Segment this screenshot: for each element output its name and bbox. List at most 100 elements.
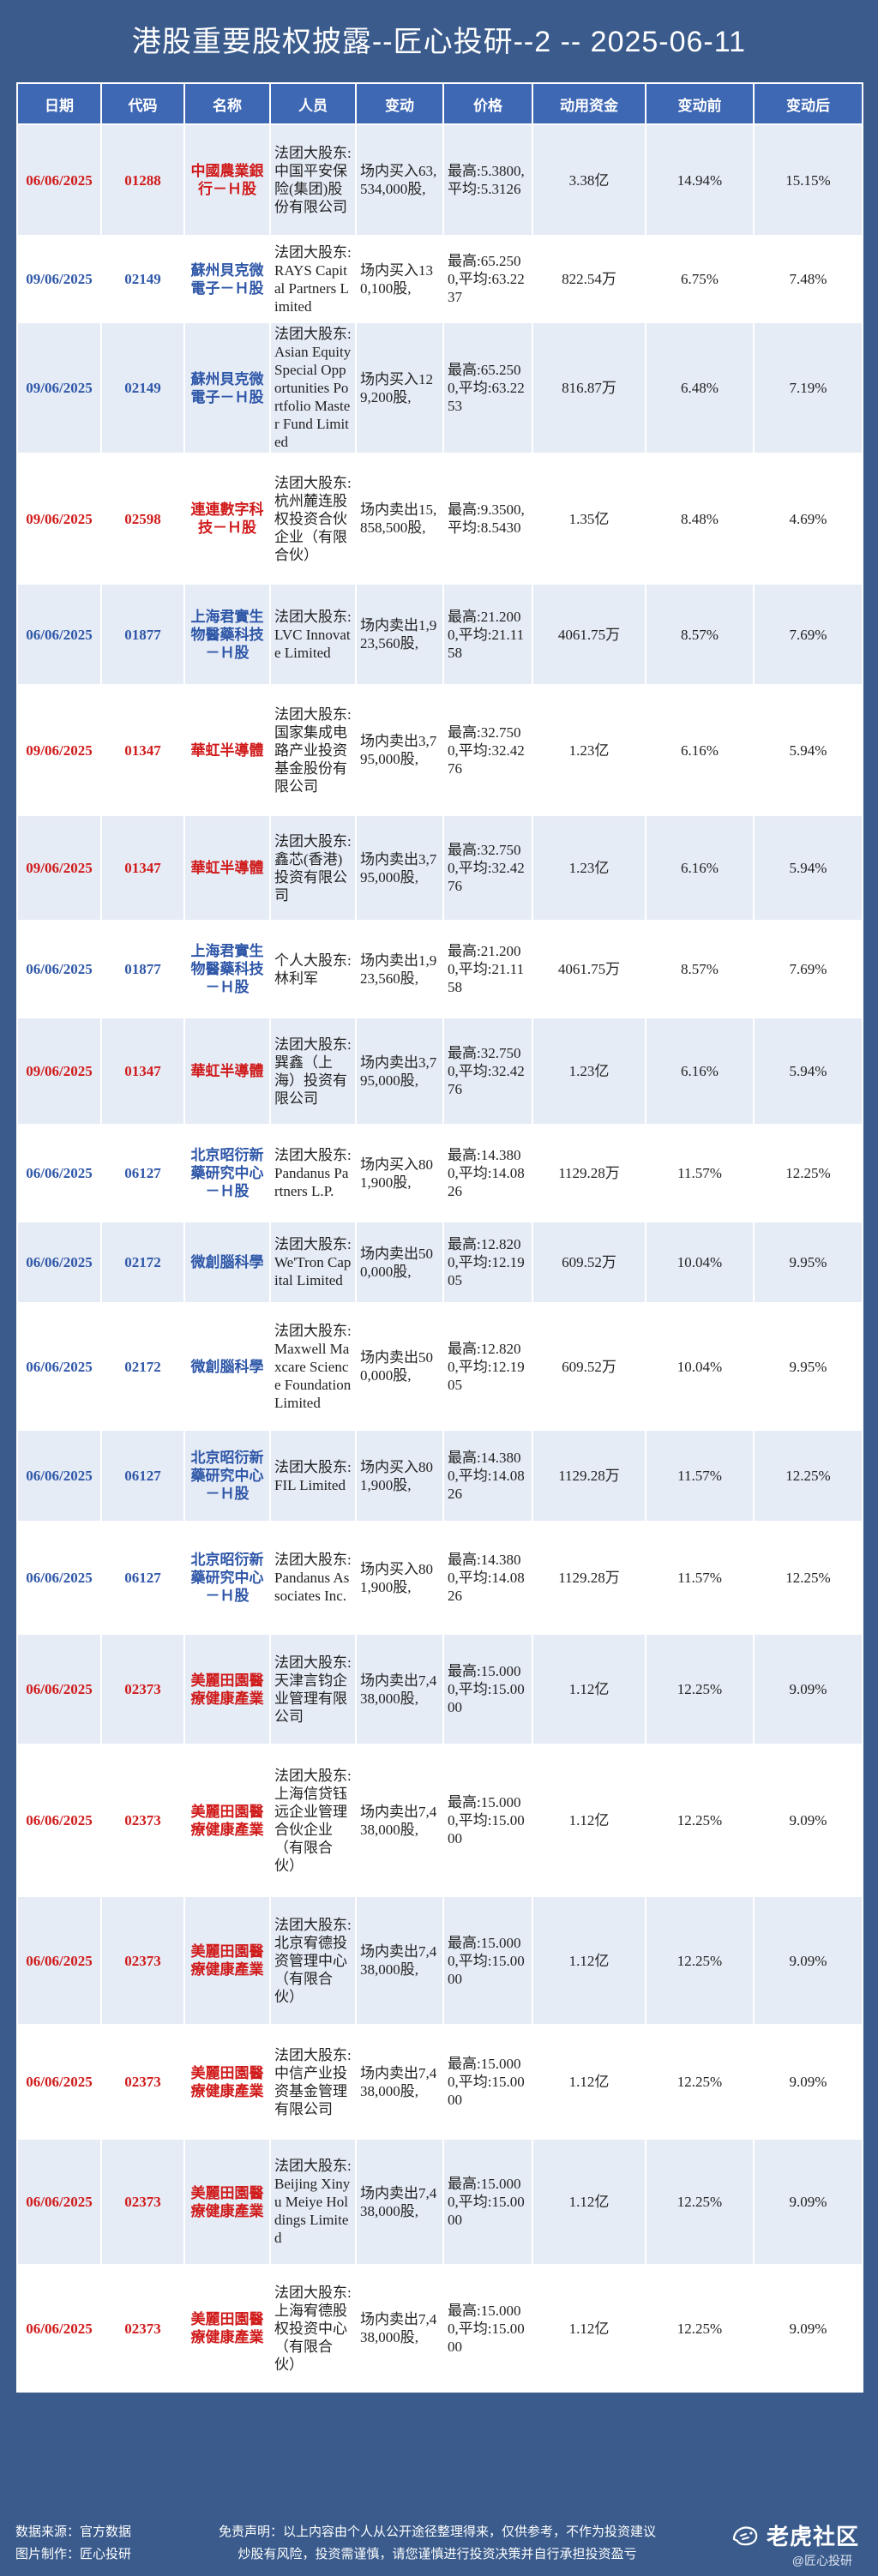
- date-cell: 09/06/2025: [16, 321, 102, 454]
- action-cell: 场内买入130,100股,: [355, 235, 444, 323]
- name-cell: 美麗田園醫療健康產業: [183, 1895, 271, 2026]
- code-cell: 02598: [100, 453, 185, 585]
- date-cell: 06/06/2025: [16, 920, 102, 1018]
- table-row: 09/06/2025 02149 蘇州貝克微電子－Ｈ股 法团大股东:Asian Equ…: [16, 321, 863, 454]
- before-pct-cell: 10.04%: [645, 1302, 755, 1431]
- code-cell: 01877: [100, 920, 185, 1018]
- before-pct-cell: 12.25%: [645, 2138, 755, 2266]
- header-before: 变动前: [645, 82, 755, 125]
- funds-cell: 4061.75万: [532, 583, 646, 686]
- code-cell: 01877: [100, 583, 185, 686]
- person-cell: 个人大股东:林利军: [269, 920, 357, 1018]
- code-cell: 01347: [100, 814, 185, 922]
- table-row: 06/06/2025 01877 上海君實生物醫藥科技－Ｈ股 个人大股东:林利军 场内卖…: [16, 920, 863, 1018]
- action-cell: 场内买入801,900股,: [355, 1124, 444, 1222]
- table-row: 06/06/2025 02373 美麗田園醫療健康產業 法团大股东:天津言钧企业管理有…: [16, 1633, 863, 1745]
- table-row: 06/06/2025 02172 微創腦科學 法团大股东:We'Tron Capita…: [16, 1221, 863, 1304]
- before-pct-cell: 8.57%: [645, 920, 755, 1018]
- after-pct-cell: 7.48%: [753, 235, 863, 323]
- action-cell: 场内卖出7,438,000股,: [355, 1895, 444, 2026]
- date-cell: 06/06/2025: [16, 2264, 102, 2393]
- header-action: 变动: [355, 82, 444, 125]
- name-cell: 華虹半導體: [183, 684, 271, 816]
- price-cell: 最高:14.3800,平均:14.0826: [442, 1521, 533, 1635]
- code-cell: 02149: [100, 235, 185, 323]
- after-pct-cell: 9.95%: [753, 1302, 863, 1431]
- before-pct-cell: 10.04%: [645, 1221, 755, 1304]
- table-row: 06/06/2025 02373 美麗田園醫療健康產業 法团大股东:上海宥德股权投资中…: [16, 2264, 863, 2393]
- after-pct-cell: 5.94%: [753, 1017, 863, 1126]
- person-cell: 法团大股东:中信产业投资基金管理有限公司: [269, 2024, 357, 2140]
- header-code: 代码: [100, 82, 185, 125]
- person-cell: 法团大股东:巽鑫（上海）投资有限公司: [269, 1017, 357, 1126]
- name-cell: 美麗田園醫療健康產業: [183, 1633, 271, 1745]
- table-header-row: 日期 代码 名称 人员 变动 价格 动用资金 变动前 变动后: [16, 82, 863, 125]
- name-cell: 上海君實生物醫藥科技－Ｈ股: [183, 583, 271, 686]
- disclaimer-line-1: 免责声明：以上内容由个人从公开途径整理得来，仅供参考，不作为投资建议: [218, 2525, 656, 2539]
- footer: 数据来源：官方数据 图片制作：匠心投研 免责声明：以上内容由个人从公开途径整理得…: [0, 2507, 878, 2576]
- code-cell: 02149: [100, 321, 185, 454]
- price-cell: 最高:14.3800,平均:14.0826: [442, 1124, 533, 1222]
- action-cell: 场内买入801,900股,: [355, 1429, 444, 1522]
- name-cell: 北京昭衍新藥研究中心－Ｈ股: [183, 1429, 271, 1522]
- code-cell: 06127: [100, 1429, 185, 1522]
- before-pct-cell: 12.25%: [645, 1895, 755, 2026]
- header-after: 变动后: [753, 82, 863, 125]
- price-cell: 最高:32.7500,平均:32.4276: [442, 684, 533, 816]
- before-pct-cell: 11.57%: [645, 1124, 755, 1222]
- person-cell: 法团大股东:Asian Equity Special Opportunities…: [269, 321, 357, 454]
- after-pct-cell: 4.69%: [753, 453, 863, 585]
- price-cell: 最高:21.2000,平均:21.1158: [442, 583, 533, 686]
- after-pct-cell: 9.09%: [753, 2138, 863, 2266]
- funds-cell: 1129.28万: [532, 1429, 646, 1522]
- name-cell: 華虹半導體: [183, 814, 271, 922]
- price-cell: 最高:65.2500,平均:63.2253: [442, 321, 533, 454]
- table-row: 09/06/2025 01347 華虹半導體 法团大股东:国家集成电路产业投资基金股份…: [16, 684, 863, 816]
- before-pct-cell: 12.25%: [645, 1633, 755, 1745]
- name-cell: 美麗田園醫療健康產業: [183, 1744, 271, 1897]
- price-cell: 最高:12.8200,平均:12.1905: [442, 1302, 533, 1431]
- person-cell: 法团大股东:Pandanus Partners L.P.: [269, 1124, 357, 1222]
- code-cell: 02373: [100, 2264, 185, 2393]
- after-pct-cell: 12.25%: [753, 1124, 863, 1222]
- before-pct-cell: 11.57%: [645, 1429, 755, 1522]
- person-cell: 法团大股东:FIL Limited: [269, 1429, 357, 1522]
- price-cell: 最高:15.0000,平均:15.0000: [442, 1895, 533, 2026]
- disclaimer-line-2: 炒股有风险，投资需谨慎，请您谨慎进行投资决策并自行承担投资盈亏: [238, 2547, 637, 2561]
- action-cell: 场内买入63,534,000股,: [355, 123, 444, 237]
- funds-cell: 1.12亿: [532, 2264, 646, 2393]
- after-pct-cell: 9.09%: [753, 2024, 863, 2140]
- before-pct-cell: 8.57%: [645, 583, 755, 686]
- person-cell: 法团大股东:Beijing Xinyu Meiye Holdings Limit…: [269, 2138, 357, 2266]
- code-cell: 02373: [100, 1744, 185, 1897]
- action-cell: 场内卖出3,795,000股,: [355, 1017, 444, 1126]
- code-cell: 01288: [100, 123, 185, 237]
- funds-cell: 1.35亿: [532, 453, 646, 585]
- funds-cell: 1.12亿: [532, 1744, 646, 1897]
- person-cell: 法团大股东:杭州麓连股权投资合伙企业（有限合伙）: [269, 453, 357, 585]
- header-person: 人员: [269, 82, 357, 125]
- table-row: 06/06/2025 06127 北京昭衍新藥研究中心－Ｈ股 法团大股东:Pandan…: [16, 1521, 863, 1635]
- funds-cell: 1129.28万: [532, 1521, 646, 1635]
- footer-disclaimer: 免责声明：以上内容由个人从公开途径整理得来，仅供参考，不作为投资建议 炒股有风险…: [214, 2521, 660, 2566]
- person-cell: 法团大股东:RAYS Capital Partners Limited: [269, 235, 357, 323]
- header-name: 名称: [183, 82, 271, 125]
- data-source-text: 数据来源：官方数据: [15, 2525, 132, 2539]
- after-pct-cell: 15.15%: [753, 123, 863, 237]
- price-cell: 最高:65.2500,平均:63.2237: [442, 235, 533, 323]
- funds-cell: 1.12亿: [532, 2138, 646, 2266]
- funds-cell: 822.54万: [532, 235, 646, 323]
- action-cell: 场内卖出3,795,000股,: [355, 684, 444, 816]
- action-cell: 场内卖出1,923,560股,: [355, 920, 444, 1018]
- before-pct-cell: 12.25%: [645, 1744, 755, 1897]
- after-pct-cell: 9.09%: [753, 1895, 863, 2026]
- code-cell: 02373: [100, 2138, 185, 2266]
- price-cell: 最高:14.3800,平均:14.0826: [442, 1429, 533, 1522]
- table-row: 09/06/2025 01347 華虹半導體 法团大股东:巽鑫（上海）投资有限公司 场内…: [16, 1017, 863, 1126]
- header-price: 价格: [442, 82, 533, 125]
- code-cell: 01347: [100, 1017, 185, 1126]
- table-row: 06/06/2025 02373 美麗田園醫療健康產業 法团大股东:Beijing X…: [16, 2138, 863, 2266]
- after-pct-cell: 12.25%: [753, 1429, 863, 1522]
- action-cell: 场内卖出1,923,560股,: [355, 583, 444, 686]
